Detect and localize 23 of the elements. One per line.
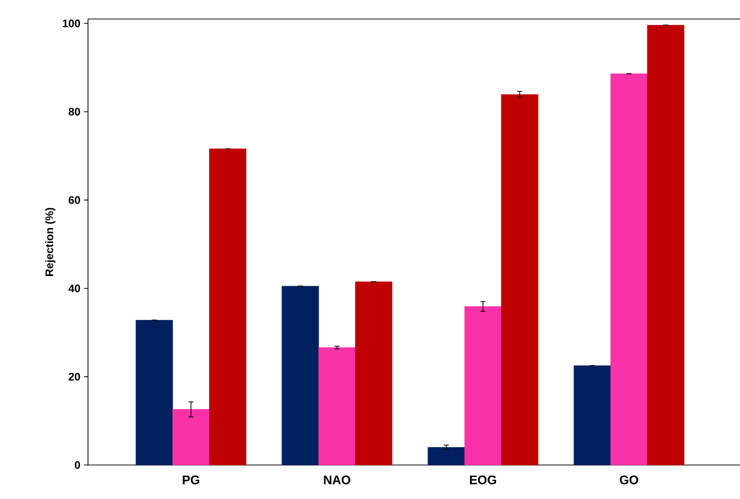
bar xyxy=(318,347,356,466)
y-tick-label: 80 xyxy=(68,108,80,116)
bar xyxy=(209,148,246,466)
y-tick-label: 40 xyxy=(68,284,80,292)
y-tick-label: 0 xyxy=(74,461,80,469)
bar xyxy=(282,286,319,466)
bar xyxy=(574,365,611,466)
y-tick-label: 100 xyxy=(62,20,80,28)
bar xyxy=(428,447,465,466)
bar xyxy=(647,24,684,466)
bar xyxy=(172,409,210,466)
bar xyxy=(136,320,173,466)
y-axis-title: Rejection (%) xyxy=(45,208,56,276)
bar xyxy=(464,306,502,466)
y-tick-label: 60 xyxy=(68,196,80,204)
x-tick-label: GO xyxy=(620,476,638,484)
bar xyxy=(610,74,648,466)
y-tick-label: 20 xyxy=(68,372,80,381)
bar xyxy=(355,282,392,466)
x-tick-label: EOG xyxy=(470,476,496,484)
x-tick-label: PG xyxy=(182,476,200,484)
x-tick-label: NAO xyxy=(324,476,350,484)
bar xyxy=(501,94,538,466)
